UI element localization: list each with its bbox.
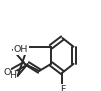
Text: F: F bbox=[60, 85, 65, 91]
Text: O: O bbox=[3, 68, 11, 77]
Text: OH: OH bbox=[14, 45, 28, 54]
Text: NH: NH bbox=[3, 71, 17, 80]
